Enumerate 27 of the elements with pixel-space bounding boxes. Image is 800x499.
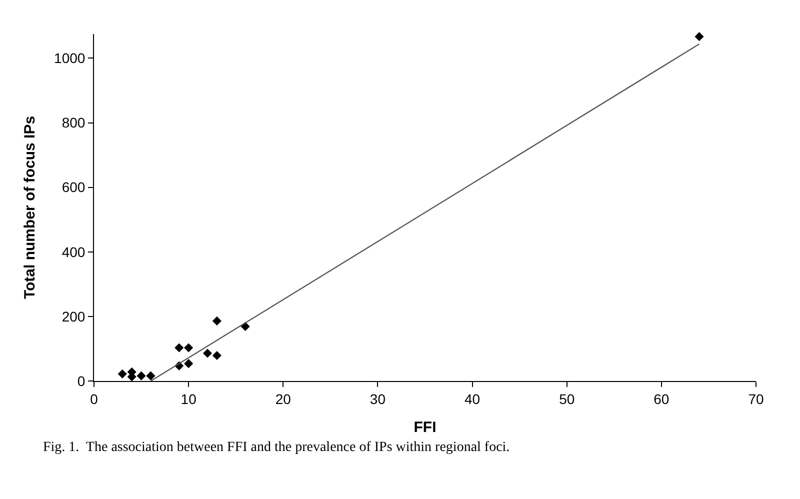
x-tick-label: 0 — [90, 390, 98, 407]
x-tick-label: 20 — [275, 390, 292, 407]
point — [118, 369, 127, 378]
point — [694, 32, 704, 42]
y-tick-label: 200 — [62, 308, 86, 324]
y-tick-label: 800 — [62, 114, 86, 131]
y-axis-title: Total number of focus IPs — [21, 116, 38, 300]
point — [174, 343, 184, 352]
x-tick-label: 40 — [464, 390, 480, 407]
point — [212, 350, 222, 360]
x-tick-label: 50 — [559, 390, 575, 407]
x-tick-label: 60 — [654, 390, 670, 407]
y-tick-label: 600 — [62, 179, 86, 196]
point — [202, 348, 212, 358]
x-axis-title: FFI — [414, 418, 436, 436]
point — [136, 371, 146, 380]
point — [146, 371, 156, 380]
x-tick-label: 70 — [748, 390, 764, 407]
caption: Fig. 1. The association between FFI and the prevalence of IPs within regional foci. — [43, 440, 510, 455]
point — [212, 316, 222, 326]
y-tick-label: 0 — [77, 372, 86, 389]
y-tick-label: 400 — [62, 244, 86, 260]
x-tick-label: 30 — [370, 390, 386, 407]
point — [184, 359, 194, 368]
point — [184, 343, 194, 352]
y-tick-label: 1000 — [54, 50, 86, 66]
x-tick-label: 10 — [180, 390, 197, 407]
